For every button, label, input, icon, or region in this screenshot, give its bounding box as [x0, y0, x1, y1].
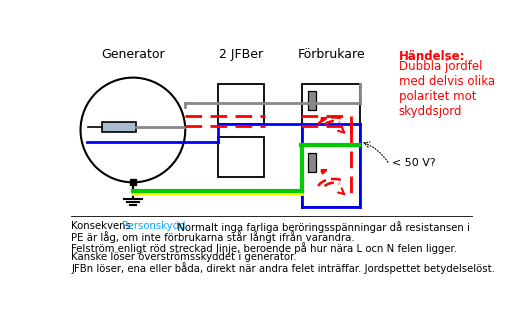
Bar	[308, 153, 316, 171]
Text: Dubbla jordfel
med delvis olika
polaritet mot
skyddsjord: Dubbla jordfel med delvis olika polarite…	[398, 60, 495, 118]
Bar	[217, 84, 264, 124]
Text: Normalt inga farliga beröringsspänningar då resistansen i: Normalt inga farliga beröringsspänningar…	[174, 221, 470, 233]
Text: Konsekvens:: Konsekvens:	[71, 221, 138, 231]
Text: Kanske löser överströmsskyddet i generator.: Kanske löser överströmsskyddet i generat…	[71, 252, 297, 262]
Text: Förbrukare: Förbrukare	[297, 48, 365, 61]
Bar	[102, 122, 136, 132]
Text: Felström enligt röd streckad linje, beroende på hur nära L ocn N felen ligger.: Felström enligt röd streckad linje, bero…	[71, 242, 457, 254]
Bar	[217, 137, 264, 177]
Text: Personskydd.: Personskydd.	[122, 221, 189, 231]
Text: 2 JFBer: 2 JFBer	[218, 48, 263, 61]
Text: Generator: Generator	[101, 48, 165, 61]
Text: < 50 V?: < 50 V?	[391, 158, 435, 168]
Bar	[302, 145, 360, 207]
Bar	[308, 92, 316, 110]
Text: Händelse:: Händelse:	[398, 50, 465, 63]
Text: PE är låg, om inte förbrukarna står långt ifrån varandra.: PE är låg, om inte förbrukarna står lång…	[71, 231, 355, 243]
Bar	[302, 84, 360, 145]
Text: JFBn löser, ena eller båda, direkt när andra felet inträffar. Jordspettet betyde: JFBn löser, ena eller båda, direkt när a…	[71, 262, 495, 274]
